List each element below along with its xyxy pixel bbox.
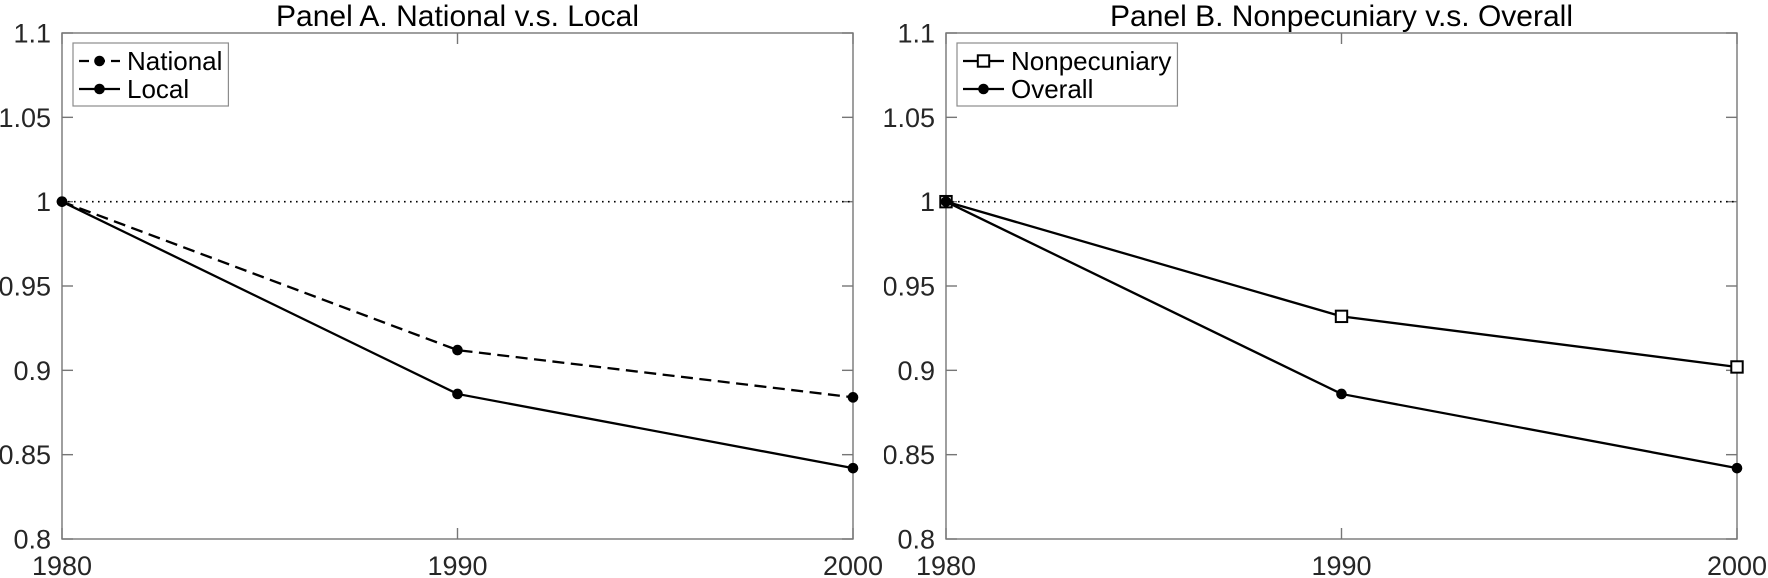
series-nonpecuniary: [939, 194, 1744, 374]
series-line-national: [61, 200, 854, 399]
x-tick-label: 1980: [916, 551, 976, 578]
series-line-overall: [945, 200, 1738, 470]
data-point-marker-circle: [56, 196, 68, 207]
y-tick-label: 1.05: [0, 103, 51, 133]
panel-b: Panel B. Nonpecuniary v.s. Overall 1980 1…: [884, 0, 1768, 578]
series-overall: [940, 196, 1743, 474]
panel-a-title: Panel A. National v.s. Local: [276, 0, 639, 33]
series-line-local: [61, 200, 854, 470]
x-tick-label: 1990: [427, 551, 487, 578]
y-tick-label: 1: [36, 187, 51, 217]
series-line-nonpecuniary: [945, 200, 1738, 369]
data-point-marker-square: [976, 54, 991, 68]
y-tick-label: 1: [920, 187, 935, 217]
panel-b-plot: 1980 1990 2000 0.8 0.85 0.9 0.95 1 1.05 1.1 Nonpec…: [884, 18, 1767, 578]
data-point-marker-circle: [94, 83, 105, 95]
y-tick-label: 1.1: [897, 18, 935, 48]
data-point-marker-circle: [1731, 462, 1743, 474]
y-tick-label: 0.8: [13, 524, 51, 554]
panel-a-plot: 1980 1990 2000 0.8 0.85 0.9 0.95 1 1.05 1.1 Nation…: [0, 18, 883, 578]
legend-item-overall: Overall: [963, 74, 1093, 104]
data-point-marker-circle: [1336, 388, 1347, 400]
data-point-marker-circle: [452, 344, 463, 356]
x-axis-tick-labels: 1980 1990 2000: [32, 551, 883, 578]
panel-b-title: Panel B. Nonpecuniary v.s. Overall: [1110, 0, 1573, 33]
data-point-marker-circle: [452, 388, 463, 400]
axis-ticks: [945, 32, 1738, 540]
y-tick-label: 0.8: [897, 524, 935, 554]
y-tick-label: 0.9: [13, 356, 51, 386]
data-point-marker-square: [1730, 360, 1744, 374]
plot-box: [61, 32, 854, 540]
y-tick-label: 1.05: [884, 103, 935, 133]
legend-item-nonpecuniary: Nonpecuniary: [963, 46, 1171, 76]
plot-box: [945, 32, 1738, 540]
data-point-marker-circle: [94, 55, 105, 67]
legend-label: Overall: [1011, 74, 1093, 104]
axis-ticks: [61, 32, 854, 540]
data-point-marker-circle: [978, 83, 989, 95]
legend-item-national: National: [79, 46, 222, 76]
y-tick-label: 0.95: [884, 271, 935, 301]
series-local: [56, 196, 859, 474]
data-point-marker-square: [1334, 309, 1349, 324]
legend-label: Nonpecuniary: [1011, 46, 1171, 76]
data-point-marker-circle: [940, 196, 952, 207]
x-tick-label: 1990: [1311, 551, 1371, 578]
y-tick-label: 0.85: [884, 440, 935, 470]
x-tick-label: 1980: [32, 551, 92, 578]
x-tick-label: 2000: [1707, 551, 1767, 578]
legend-label: National: [127, 46, 222, 76]
series-national: [56, 196, 859, 403]
legend-label: Local: [127, 74, 189, 104]
y-tick-label: 1.1: [13, 18, 51, 48]
y-axis-tick-labels: 0.8 0.85 0.9 0.95 1 1.05 1.1: [0, 18, 51, 554]
x-axis-tick-labels: 1980 1990 2000: [916, 551, 1767, 578]
x-tick-label: 2000: [823, 551, 883, 578]
legend-box: [956, 42, 1179, 107]
y-tick-label: 0.9: [897, 356, 935, 386]
y-tick-label: 0.85: [0, 440, 51, 470]
legend-box: [72, 42, 230, 107]
legend-item-local: Local: [79, 74, 189, 104]
data-point-marker-circle: [847, 462, 859, 474]
y-tick-label: 0.95: [0, 271, 51, 301]
panel-a: Panel A. National v.s. Local 1980 1990 200…: [0, 0, 883, 578]
data-point-marker-circle: [847, 392, 859, 403]
y-axis-tick-labels: 0.8 0.85 0.9 0.95 1 1.05 1.1: [884, 18, 935, 554]
